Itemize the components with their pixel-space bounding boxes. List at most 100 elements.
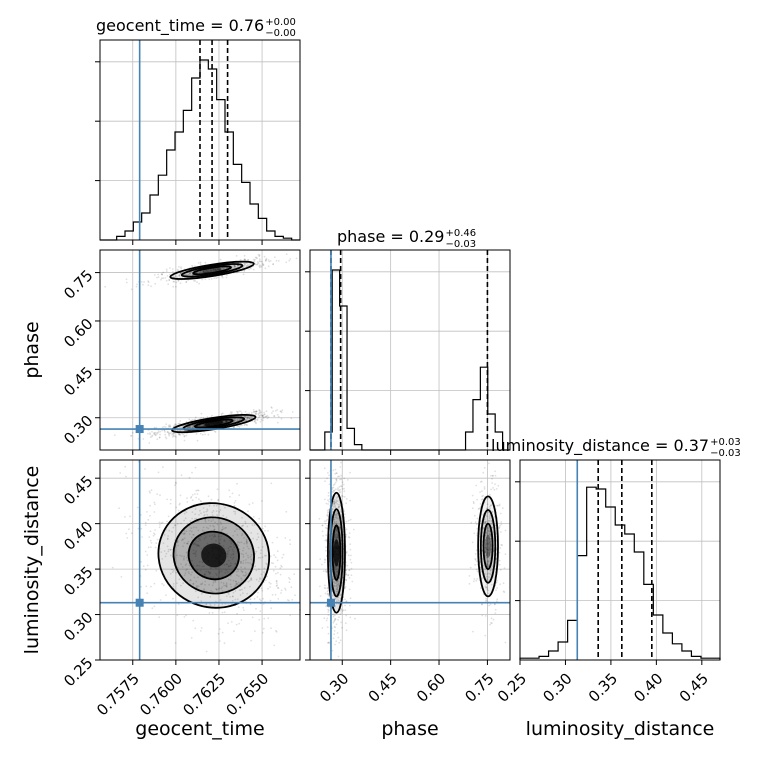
pair-geocent_time-phase-sample-point — [245, 418, 248, 421]
pair-geocent_time-luminosity_distance-sample-point — [153, 582, 156, 585]
pair-geocent_time-phase-sample-point — [216, 276, 219, 279]
pair-geocent_time-phase-sample-point — [236, 412, 239, 414]
pair-geocent_time-phase-sample-point — [190, 426, 192, 429]
pair-phase-luminosity_distance-sample-point — [322, 570, 325, 573]
pair-geocent_time-luminosity_distance-sample-point — [141, 536, 144, 538]
marginal-luminosity_distance-bg — [520, 460, 720, 660]
pair-geocent_time-phase-sample-point — [213, 430, 216, 433]
pair-geocent_time-phase-sample-point — [147, 284, 150, 286]
pair-geocent_time-luminosity_distance-sample-point — [176, 554, 179, 557]
pair-geocent_time-luminosity_distance-sample-point — [181, 538, 184, 541]
pair-geocent_time-phase-sample-point — [245, 419, 247, 422]
pair-geocent_time-luminosity_distance-sample-point — [276, 559, 279, 562]
pair-geocent_time-luminosity_distance-sample-point — [210, 589, 213, 592]
pair-geocent_time-phase-sample-point — [178, 274, 181, 277]
pair-geocent_time-phase-sample-point — [255, 410, 258, 413]
pair-geocent_time-phase-sample-point — [235, 255, 238, 257]
pair-geocent_time-luminosity_distance-sample-point — [149, 504, 152, 507]
pair-geocent_time-phase-sample-point — [222, 267, 225, 269]
pair-geocent_time-phase-sample-point — [247, 418, 249, 421]
pair-geocent_time-luminosity_distance-sample-point — [217, 576, 220, 579]
pair-geocent_time-phase-sample-point — [217, 268, 219, 271]
pair-geocent_time-luminosity_distance-sample-point — [246, 545, 249, 548]
pair-phase-luminosity_distance-sample-point — [500, 523, 503, 526]
pair-phase-luminosity_distance-sample-point — [470, 521, 473, 524]
pair-geocent_time-luminosity_distance-sample-point — [146, 564, 149, 567]
pair-geocent_time-luminosity_distance-sample-point — [217, 632, 220, 635]
pair-geocent_time-luminosity_distance-sample-point — [236, 574, 238, 576]
pair-geocent_time-phase-sample-point — [130, 434, 133, 437]
pair-geocent_time-luminosity_distance-sample-point — [227, 553, 229, 555]
pair-phase-luminosity_distance-sample-point — [327, 508, 330, 511]
pair-geocent_time-phase-sample-point — [234, 265, 236, 268]
pair-geocent_time-luminosity_distance-sample-point — [208, 573, 211, 575]
pair-geocent_time-luminosity_distance-sample-point — [229, 545, 231, 548]
pair-geocent_time-phase-sample-point — [207, 269, 209, 272]
pair-phase-luminosity_distance-sample-point — [483, 486, 486, 488]
pair-geocent_time-luminosity_distance-sample-point — [257, 556, 260, 559]
pair-geocent_time-luminosity_distance-sample-point — [193, 552, 196, 555]
title-geocent-time-sub: −0.00 — [265, 28, 296, 39]
pair-geocent_time-luminosity_distance-sample-point — [140, 560, 143, 563]
pair-phase-luminosity_distance-sample-point — [338, 616, 340, 618]
pair-geocent_time-phase-sample-point — [256, 263, 259, 266]
pair-phase-luminosity_distance-sample-point — [339, 639, 342, 642]
pair-geocent_time-luminosity_distance-sample-point — [241, 588, 244, 591]
pair-geocent_time-luminosity_distance-sample-point — [203, 515, 206, 517]
pair-geocent_time-phase-sample-point — [243, 259, 246, 261]
pair-geocent_time-phase-sample-point — [168, 433, 170, 436]
pair-phase-luminosity_distance-sample-point — [472, 630, 474, 633]
pair-phase-luminosity_distance-sample-point — [349, 518, 352, 521]
pair-geocent_time-phase-sample-point — [258, 264, 261, 267]
pair-geocent_time-phase-sample-point — [247, 258, 250, 261]
pair-geocent_time-luminosity_distance-sample-point — [269, 582, 272, 585]
pair-geocent_time-luminosity_distance-sample-point — [266, 563, 269, 566]
pair-geocent_time-phase-sample-point — [295, 257, 298, 260]
pair-geocent_time-phase-sample-point — [225, 420, 228, 423]
pair-geocent_time-phase-sample-point — [163, 429, 166, 432]
pair-geocent_time-phase-sample-point — [246, 415, 249, 418]
pair-phase-luminosity_distance-sample-point — [498, 563, 501, 566]
pair-phase-luminosity_distance-sample-point — [324, 569, 327, 572]
pair-geocent_time-luminosity_distance-sample-point — [242, 574, 245, 577]
pair-phase-luminosity_distance-sample-point — [471, 541, 474, 544]
pair-phase-luminosity_distance-sample-point — [490, 474, 492, 477]
pair-geocent_time-phase-sample-point — [220, 268, 223, 270]
pair-phase-luminosity_distance-sample-point — [334, 626, 337, 629]
pair-phase-luminosity_distance-sample-point — [472, 501, 475, 503]
xtick-label-geocent_time: 0.7600 — [136, 670, 186, 720]
pair-phase-luminosity_distance-sample-point — [348, 532, 351, 535]
pair-geocent_time-phase-sample-point — [255, 410, 258, 413]
pair-geocent_time-phase-sample-point — [173, 423, 176, 426]
pair-geocent_time-phase-sample-point — [151, 434, 154, 437]
pair-geocent_time-luminosity_distance-sample-point — [179, 494, 182, 497]
pair-geocent_time-luminosity_distance-sample-point — [270, 562, 273, 564]
pair-geocent_time-luminosity_distance-sample-point — [220, 523, 223, 525]
pair-geocent_time-luminosity_distance-sample-point — [284, 589, 287, 591]
pair-phase-luminosity_distance-sample-point — [469, 566, 472, 569]
pair-geocent_time-luminosity_distance-sample-point — [206, 508, 209, 511]
pair-phase-luminosity_distance-sample-point — [340, 474, 342, 477]
pair-geocent_time-luminosity_distance-sample-point — [251, 616, 254, 619]
pair-geocent_time-phase-sample-point — [258, 411, 261, 414]
pair-geocent_time-luminosity_distance-sample-point — [241, 516, 243, 519]
pair-geocent_time-luminosity_distance-sample-point — [184, 564, 187, 567]
pair-geocent_time-luminosity_distance-sample-point — [211, 514, 214, 516]
pair-phase-luminosity_distance-sample-point — [475, 484, 478, 487]
pair-geocent_time-luminosity_distance-sample-point — [210, 520, 213, 523]
pair-geocent_time-luminosity_distance-sample-point — [253, 597, 256, 600]
pair-geocent_time-phase-sample-point — [253, 420, 256, 422]
pair-geocent_time-phase-sample-point — [254, 412, 257, 415]
pair-geocent_time-phase-sample-point — [253, 420, 256, 423]
pair-geocent_time-phase-sample-point — [165, 268, 168, 271]
pair-phase-luminosity_distance-sample-point — [479, 503, 482, 505]
pair-geocent_time-luminosity_distance-sample-point — [242, 562, 245, 565]
pair-geocent_time-phase-sample-point — [238, 410, 241, 412]
pair-geocent_time-luminosity_distance-sample-point — [194, 627, 197, 630]
pair-geocent_time-luminosity_distance-sample-point — [234, 562, 237, 565]
pair-geocent_time-luminosity_distance-sample-point — [172, 585, 175, 588]
pair-phase-luminosity_distance-sample-point — [327, 494, 330, 497]
pair-phase-luminosity_distance-sample-point — [333, 633, 336, 636]
xtick-label-phase: 0.60 — [413, 670, 449, 706]
pair-geocent_time-phase-sample-point — [198, 424, 201, 427]
